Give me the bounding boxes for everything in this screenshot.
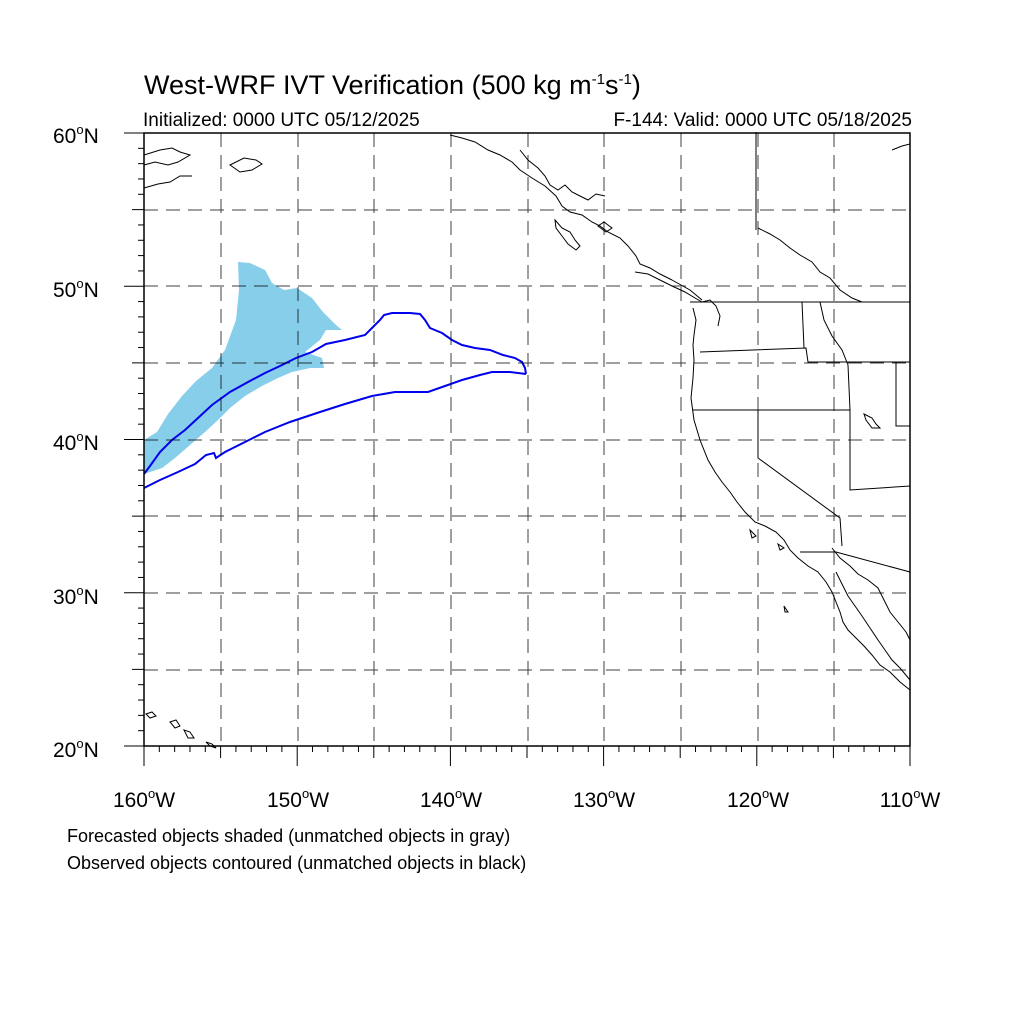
lon-label-130w: 130oW [572,786,636,812]
lat-label-60n: 60oN [53,122,99,148]
lat-label-30n: 30oN [53,583,99,609]
lon-label-110w: 110oW [879,786,941,812]
lat-label-40n: 40oN [53,429,99,455]
lon-label-160w: 160oW [112,786,176,812]
footnote-observed: Observed objects contoured (unmatched ob… [67,853,527,873]
lat-label-20n: 20oN [53,736,99,762]
lon-label-120w: 120oW [726,786,790,812]
init-time-label: Initialized: 0000 UTC 05/12/2025 [143,110,420,131]
plot-title: West-WRF IVT Verification (500 kg m-1s-1… [144,70,641,100]
lon-label-140w: 140oW [419,786,483,812]
footnote-forecast: Forecasted objects shaded (unmatched obj… [67,826,511,846]
observed-ivt-contour-lower [143,371,527,489]
observed-ivt-contour-upper [143,312,527,475]
coastlines [143,132,911,749]
graticule [144,133,910,746]
valid-time-label: F-144: Valid: 0000 UTC 05/18/2025 [613,110,912,131]
lon-label-150w: 150oW [266,786,330,812]
axis-ticks [124,132,911,766]
lat-label-50n: 50oN [53,276,99,302]
